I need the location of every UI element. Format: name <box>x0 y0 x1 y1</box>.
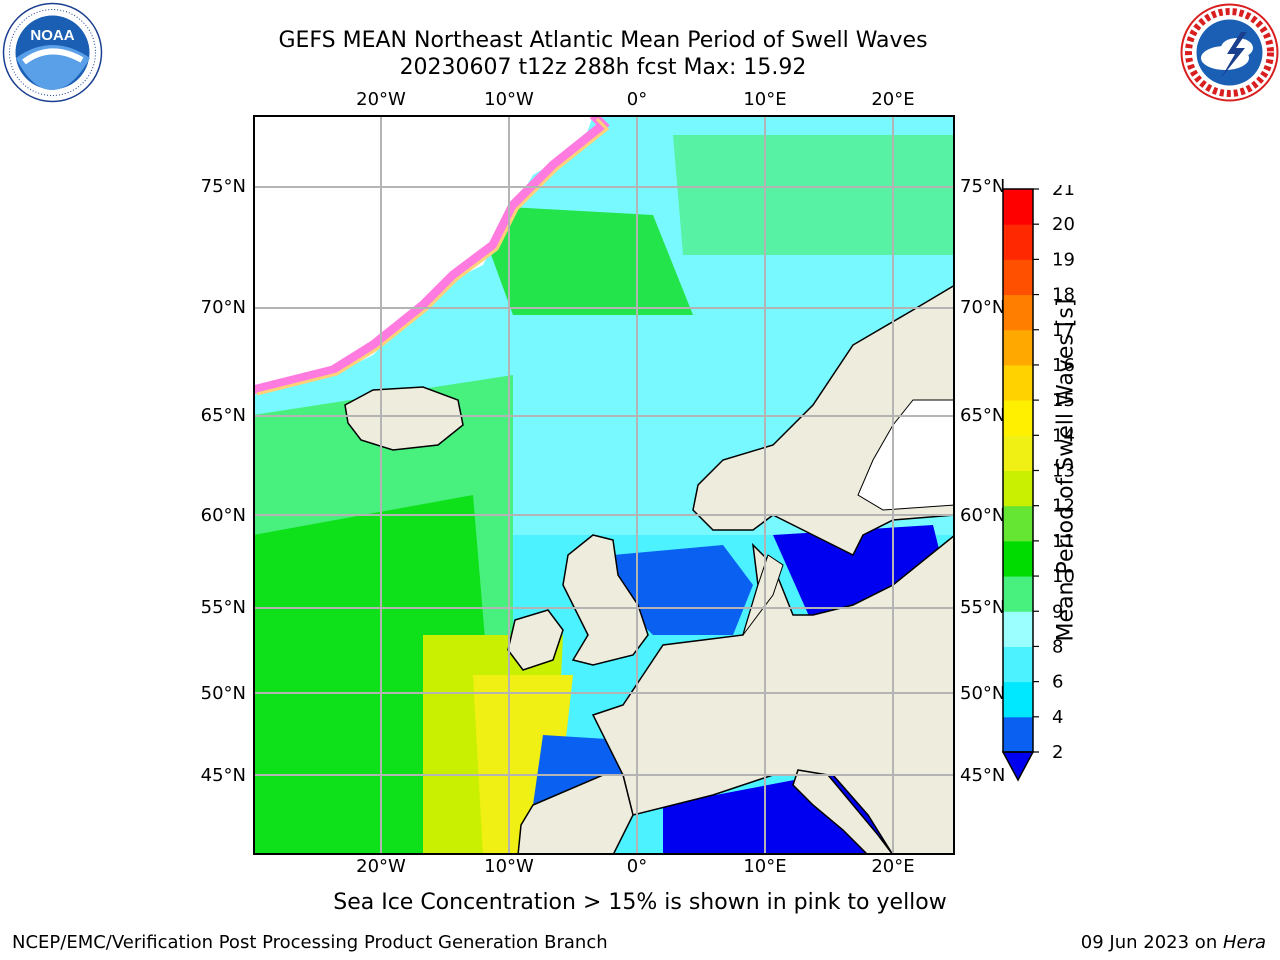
colorbar-block <box>1003 646 1033 683</box>
footer-date: 09 Jun 2023 on Hera <box>1081 932 1266 953</box>
graticule <box>253 115 955 855</box>
colorbar-tick-label: 21 <box>1052 185 1075 200</box>
colorbar-tick-label: 13 <box>1052 461 1075 482</box>
lat-label-right: 65°N <box>960 405 1006 426</box>
map-subtitle: 20230607 t12z 288h fcst Max: 15.92 <box>399 55 807 80</box>
noaa-logo: NOAA <box>2 2 103 103</box>
iceland <box>344 386 464 451</box>
lat-label-left: 45°N <box>200 765 246 786</box>
colorbar-tick-label: 8 <box>1052 636 1063 657</box>
colorbar-tick-label: 15 <box>1052 390 1075 411</box>
lon-label-bottom: 20°E <box>871 856 915 877</box>
colorbar-block <box>1003 681 1033 718</box>
lon-label-top: 10°E <box>743 89 787 110</box>
colorbar-block <box>1003 505 1033 542</box>
lat-label-right: 70°N <box>960 297 1006 318</box>
lon-label-top: 10°W <box>484 89 534 110</box>
colorbar-tick-label: 10 <box>1052 566 1075 587</box>
colorbar-tick-label: 2 <box>1052 742 1063 763</box>
colorbar-block <box>1003 716 1033 753</box>
ocean-north-sea <box>613 545 753 635</box>
swell-period-map <box>253 115 955 855</box>
lat-label-left: 55°N <box>200 597 246 618</box>
lon-label-bottom: 20°W <box>356 856 406 877</box>
colorbar-tick-label: 9 <box>1052 601 1063 622</box>
nws-logo <box>1180 3 1279 102</box>
lat-label-left: 75°N <box>200 176 246 197</box>
ice-edge <box>253 115 610 395</box>
colorbar-tick-label: 11 <box>1052 531 1075 552</box>
lat-label-left: 60°N <box>200 505 246 526</box>
colorbar-underflow-triangle <box>1001 751 1035 782</box>
colorbar-tick-label: 4 <box>1052 707 1063 728</box>
great-britain <box>562 534 649 666</box>
colorbar-block <box>1003 400 1033 436</box>
lat-label-right: 75°N <box>960 176 1006 197</box>
colorbar-block <box>1003 576 1033 612</box>
lat-label-left: 70°N <box>200 297 246 318</box>
map-title: GEFS MEAN Northeast Atlantic Mean Period… <box>278 28 928 53</box>
colorbar-tick-label: 12 <box>1052 496 1075 517</box>
colorbar-block <box>1003 364 1033 401</box>
colorbar-tick-label: 17 <box>1052 320 1075 341</box>
footer-branch: NCEP/EMC/Verification Post Processing Pr… <box>12 932 608 953</box>
denmark <box>742 554 784 636</box>
colorbar-label: Mean Period of Swell Waves [s] <box>1053 298 1079 642</box>
ice-note: Sea Ice Concentration > 15% is shown in … <box>333 890 947 915</box>
lat-label-right: 60°N <box>960 505 1006 526</box>
colorbar-block <box>1003 435 1033 471</box>
colorbar-block <box>1003 259 1033 296</box>
colorbar-block <box>1003 224 1033 260</box>
ocean-barents-band <box>673 135 955 255</box>
colorbar-block <box>1003 470 1033 507</box>
colorbar-tick-label: 14 <box>1052 425 1075 446</box>
lat-label-right: 50°N <box>960 683 1006 704</box>
map-frame <box>253 115 955 855</box>
colorbar-tick-label: 18 <box>1052 285 1075 306</box>
lat-label-right: 55°N <box>960 597 1006 618</box>
footer-date-text: 09 Jun 2023 on <box>1080 932 1223 953</box>
lon-label-top: 20°E <box>871 89 915 110</box>
italy <box>792 769 894 855</box>
lon-label-bottom: 10°E <box>743 856 787 877</box>
colorbar: 2 4 6 8 9 10 11 12 13 14 15 16 17 18 19 20 21 <box>1001 185 1075 782</box>
colorbar-tick-label: 20 <box>1052 214 1075 235</box>
colorbar-tick-label: 19 <box>1052 249 1075 270</box>
lat-label-left: 50°N <box>200 683 246 704</box>
footer-machine: Hera <box>1222 932 1266 953</box>
colorbar-block <box>1003 294 1033 331</box>
lat-label-left: 65°N <box>200 405 246 426</box>
lon-label-top: 20°W <box>356 89 406 110</box>
ice-edge-inner <box>256 117 610 396</box>
colorbar-tick-label: 16 <box>1052 355 1075 376</box>
colorbar-block <box>1003 540 1033 577</box>
noaa-logo-text: NOAA <box>30 27 74 44</box>
colorbar-block <box>1003 611 1033 647</box>
lon-label-top: 0° <box>626 89 648 110</box>
colorbar-tick-label: 6 <box>1052 672 1063 693</box>
colorbar-block <box>1003 189 1033 225</box>
colorbar-block <box>1003 329 1033 366</box>
lat-label-right: 45°N <box>960 765 1006 786</box>
lon-label-bottom: 0° <box>626 856 648 877</box>
lon-label-bottom: 10°W <box>484 856 534 877</box>
gulf-bothnia-ice <box>857 399 955 511</box>
